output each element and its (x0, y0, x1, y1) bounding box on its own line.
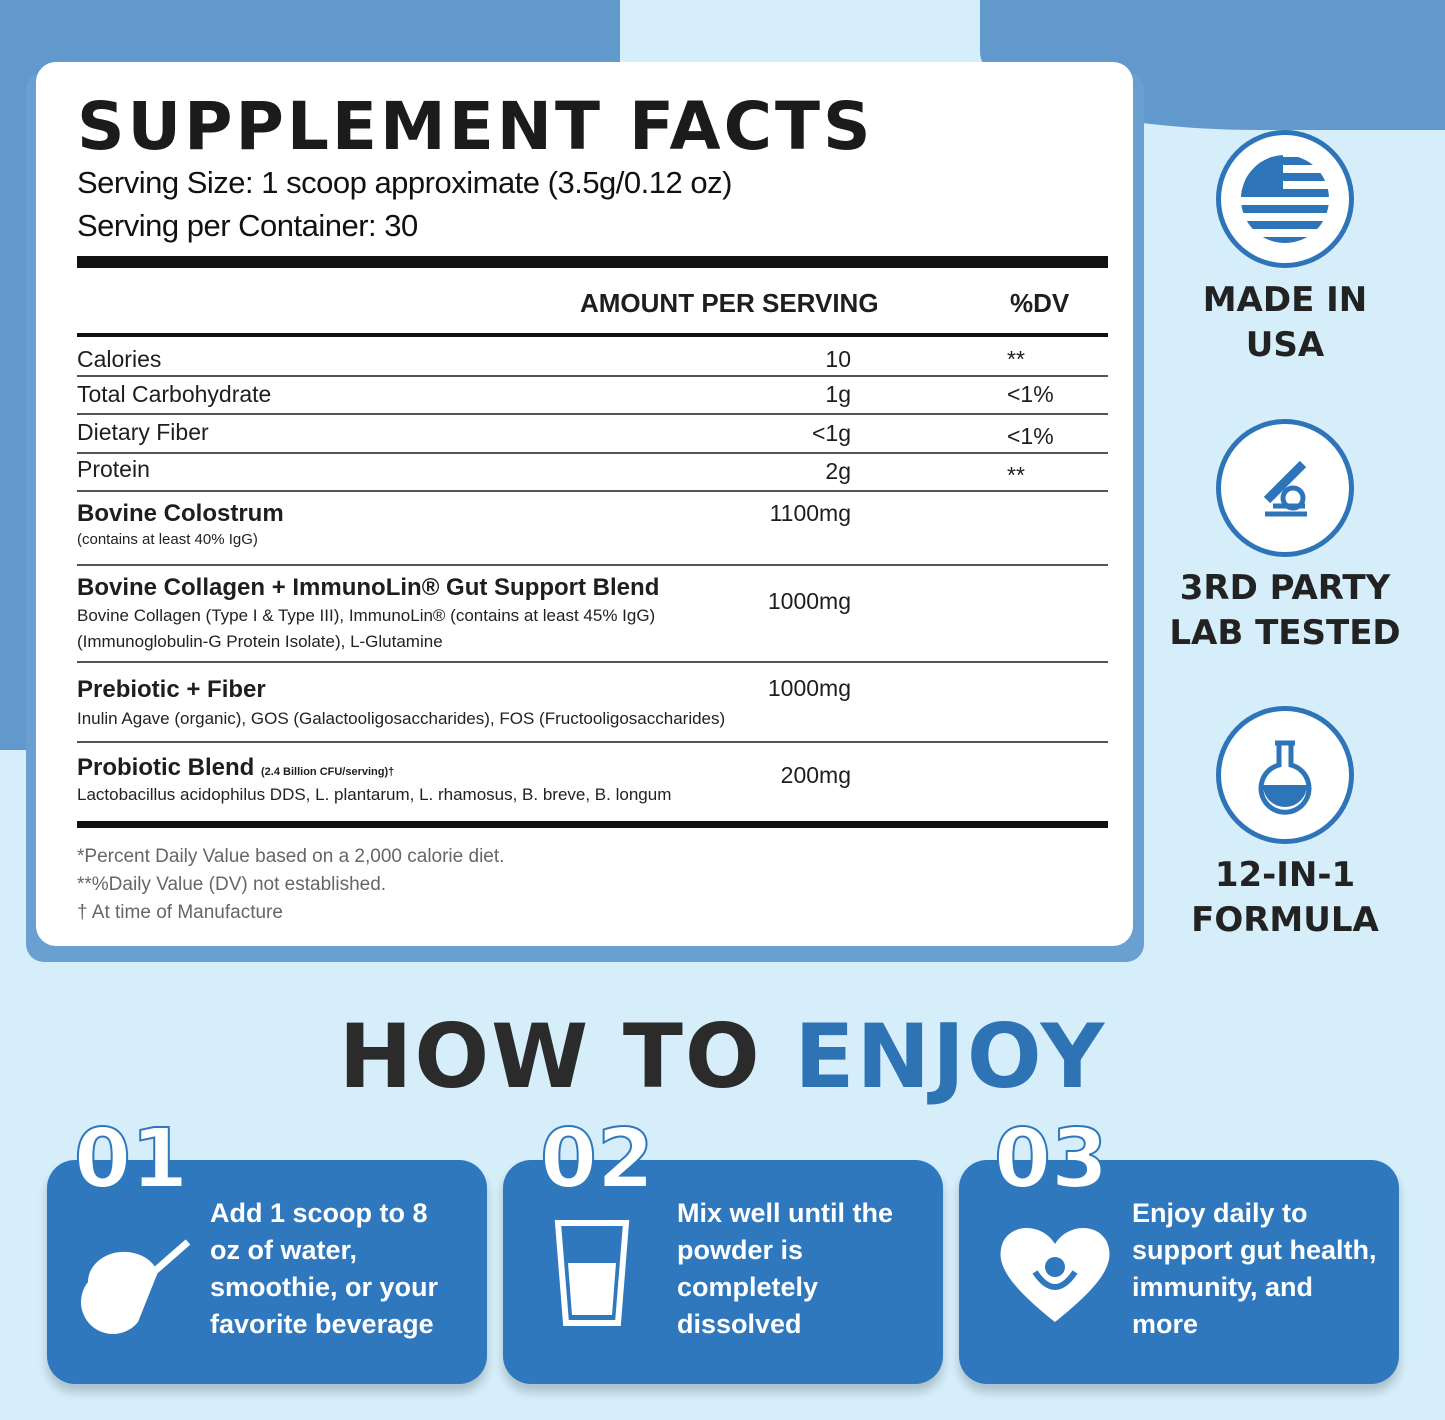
badge-line: FORMULA (1191, 900, 1379, 940)
divider (77, 490, 1108, 492)
supplement-facts-panel (36, 62, 1133, 946)
step-number: 01 (73, 1111, 189, 1208)
blend-amount: 200mg (780, 762, 851, 788)
header-amount: AMOUNT PER SERVING (580, 288, 879, 318)
divider (77, 821, 1108, 828)
step-text: Add 1 scoop to 8 oz of water, smoothie, … (210, 1198, 439, 1339)
nutrient-dv: ** (1007, 462, 1025, 488)
blend-amount: 1100mg (769, 500, 851, 526)
nutrient-dv: ** (1007, 346, 1025, 372)
divider (77, 564, 1108, 566)
facts-title: SUPPLEMENT FACTS (77, 88, 874, 165)
badge-label: MADE IN USA (1150, 278, 1420, 368)
divider (77, 375, 1108, 377)
blend-amount: 1000mg (767, 588, 851, 614)
badge-label: 3RD PARTY LAB TESTED (1150, 566, 1420, 656)
divider (77, 256, 1108, 268)
badge-line: MADE IN (1202, 280, 1368, 320)
badge-line: USA (1245, 325, 1325, 365)
divider (77, 661, 1108, 663)
divider (77, 452, 1108, 454)
badge-line: LAB TESTED (1169, 613, 1401, 653)
badge-line: 3RD PARTY (1179, 568, 1391, 608)
footnote: † At time of Manufacture (77, 902, 283, 923)
footnote: *Percent Daily Value based on a 2,000 ca… (77, 846, 505, 867)
step-text: Mix well until the powder is completely … (677, 1198, 894, 1339)
nutrient-amount: 1g (825, 381, 851, 407)
badge-line: 12-IN-1 (1214, 855, 1356, 895)
header-dv: %DV (1010, 288, 1070, 318)
title-part: HOW TO (338, 1005, 762, 1108)
heart-gut-icon (1000, 1227, 1110, 1322)
blend-note: (2.4 Billion CFU/serving)† (261, 766, 395, 778)
microscope-icon (1216, 419, 1354, 557)
blend-name-text: Probiotic Blend (77, 754, 255, 781)
blend-name: Bovine Colostrum (77, 500, 284, 527)
step-number: 03 (993, 1111, 1109, 1208)
nutrient-name: Total Carbohydrate (77, 381, 272, 407)
nutrient-amount: 2g (825, 458, 851, 484)
nutrient-dv: <1% (1007, 381, 1054, 407)
blend-desc: (Immunoglobulin-G Protein Isolate), L-Gl… (77, 632, 443, 651)
nutrient-amount: <1g (811, 420, 851, 446)
serving-size: Serving Size: 1 scoop approximate (3.5g/… (77, 165, 732, 200)
nutrient-name: Dietary Fiber (77, 419, 209, 445)
servings-per-container: Serving per Container: 30 (77, 208, 418, 243)
title-accent: ENJOY (794, 1005, 1107, 1108)
nutrient-name: Calories (77, 346, 162, 372)
scoop-icon (80, 1239, 191, 1335)
blend-amount: 1000mg (767, 675, 851, 701)
nutrient-dv: <1% (1007, 423, 1054, 449)
step-text: Enjoy daily to support gut health, immun… (1132, 1198, 1377, 1339)
usa-flag-icon (1216, 130, 1354, 268)
blend-desc: (contains at least 40% IgG) (77, 531, 258, 548)
glass-icon (554, 1220, 630, 1326)
flask-icon (1216, 706, 1354, 844)
blend-desc: Inulin Agave (organic), GOS (Galactoolig… (77, 709, 726, 728)
blend-name: Bovine Collagen + ImmunoLin® Gut Support… (77, 574, 660, 601)
how-to-enjoy-title: HOW TO ENJOY (0, 1005, 1445, 1108)
blend-desc: Lactobacillus acidophilus DDS, L. planta… (77, 785, 672, 804)
blend-name: Prebiotic + Fiber (77, 676, 266, 703)
badge-label: 12-IN-1 FORMULA (1150, 853, 1420, 943)
divider (77, 333, 1108, 337)
nutrient-amount: 10 (825, 346, 851, 372)
nutrient-name: Protein (77, 456, 150, 482)
divider (77, 413, 1108, 415)
blend-desc: Bovine Collagen (Type I & Type III), Imm… (77, 606, 656, 625)
footnote: **%Daily Value (DV) not established. (77, 874, 387, 895)
blend-name: Probiotic Blend (2.4 Billion CFU/serving… (77, 754, 394, 782)
divider (77, 741, 1108, 743)
step-number: 02 (539, 1111, 655, 1208)
